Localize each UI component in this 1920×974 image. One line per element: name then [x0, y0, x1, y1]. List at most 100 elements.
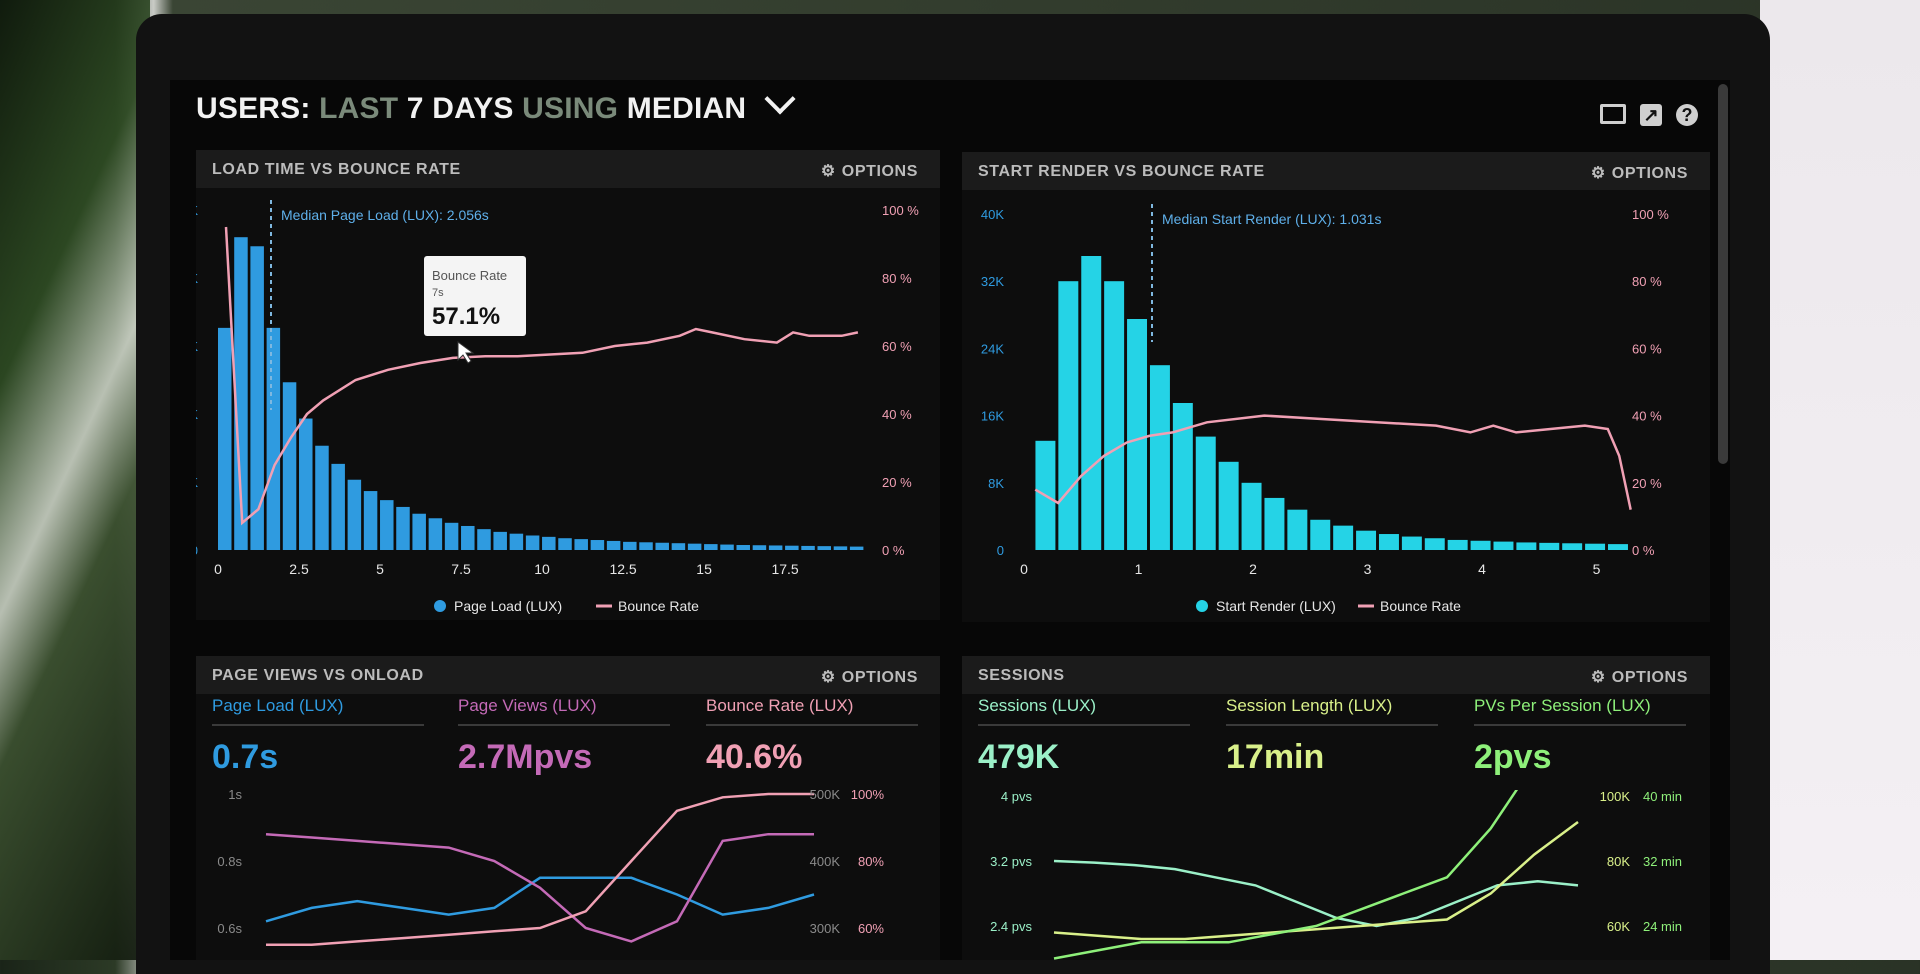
histogram-bar	[704, 544, 718, 550]
page-views-chart: 0.6s 0.8s 1s 300K 400K 500K 60% 80% 100%	[217, 790, 884, 947]
title-last: LAST	[319, 92, 399, 125]
gear-icon: ⚙	[820, 669, 836, 686]
options-button[interactable]: ⚙ OPTIONS	[821, 667, 918, 687]
scrollbar[interactable]	[1718, 84, 1728, 464]
metric-value: 0.7s	[212, 738, 279, 776]
histogram-bar	[1241, 482, 1262, 550]
histogram-bar	[655, 542, 669, 550]
axis-tick-label: 32 min	[1643, 854, 1682, 869]
load-time-panel: LOAD TIME VS BOUNCE RATE ⚙ OPTIONS 0 15K 30…	[196, 150, 940, 620]
histogram-bar	[1378, 534, 1399, 550]
y-tick-label: 60K	[196, 271, 198, 286]
monitor-icon[interactable]	[1600, 104, 1626, 124]
panel-header: PAGE VIEWS VS ONLOAD ⚙ OPTIONS	[196, 656, 940, 694]
x-tick-label: 2	[1249, 561, 1257, 577]
series-line	[1053, 859, 1579, 928]
histogram-bar	[396, 506, 410, 550]
series-line	[265, 876, 815, 923]
panel-header: LOAD TIME VS BOUNCE RATE ⚙ OPTIONS	[196, 150, 940, 188]
y2-tick-label: 40 %	[882, 407, 912, 422]
axis-tick-label: 1s	[228, 790, 242, 802]
y-tick-label: 45K	[196, 339, 198, 354]
median-annotation: Median Start Render (LUX): 1.031s	[1162, 211, 1381, 227]
histogram-bar	[1516, 542, 1537, 550]
histogram-bar	[1585, 543, 1606, 550]
histogram-bar	[1081, 256, 1102, 550]
histogram-bar	[1127, 319, 1148, 550]
histogram-bar	[1149, 365, 1170, 550]
panel-title: SESSIONS	[978, 667, 1065, 684]
options-button[interactable]: ⚙ OPTIONS	[821, 161, 918, 181]
page-title[interactable]: USERS: LAST 7 DAYS USING MEDIAN	[196, 83, 796, 126]
y2-tick-label: 80 %	[882, 271, 912, 286]
options-button[interactable]: ⚙ OPTIONS	[1591, 667, 1688, 687]
histogram-bar	[1447, 539, 1468, 550]
histogram-bar	[1539, 542, 1560, 550]
start-render-panel: START RENDER VS BOUNCE RATE ⚙ OPTIONS 0 8K…	[962, 152, 1710, 622]
histogram-bar	[752, 545, 767, 550]
metric-page-views: Page Views (LUX) 2.7Mpvs	[458, 696, 670, 777]
metric-pvs-per-session: PVs Per Session (LUX) 2pvs	[1474, 696, 1686, 777]
metric-label: Session Length (LUX)	[1226, 696, 1438, 726]
bounce-rate-line	[224, 226, 859, 526]
y-tick-label: 0	[997, 543, 1004, 558]
axis-tick-label: 80K	[1607, 854, 1630, 869]
title-days: 7 DAYS	[406, 92, 514, 125]
metric-value: 2pvs	[1474, 738, 1552, 776]
y2-tick-label: 20 %	[1632, 476, 1662, 491]
y2-tick-label: 20 %	[882, 475, 912, 490]
metric-label: Page Views (LUX)	[458, 696, 670, 726]
histogram-bar	[623, 541, 637, 550]
histogram-bar	[363, 491, 378, 550]
x-tick-label: 12.5	[609, 561, 636, 577]
series-line	[1053, 820, 1579, 941]
page-views-panel: PAGE VIEWS VS ONLOAD ⚙ OPTIONS Page Load …	[196, 656, 940, 960]
legend-label: Page Load (LUX)	[454, 598, 562, 614]
axis-tick-label: 60%	[858, 921, 884, 936]
x-tick-label: 3	[1364, 561, 1372, 577]
histogram-bar	[833, 546, 848, 550]
x-tick-label: 5	[1593, 561, 1601, 577]
histogram-bar	[639, 542, 653, 550]
bounce-rate-line	[1034, 414, 1632, 510]
help-icon[interactable]: ?	[1676, 104, 1698, 126]
legend-label: Bounce Rate	[618, 598, 699, 614]
histogram-bar	[1264, 497, 1285, 550]
histogram-bar	[234, 237, 248, 550]
histogram-bar	[461, 525, 475, 550]
y2-tick-label: 0 %	[882, 543, 905, 558]
gear-icon: ⚙	[1590, 165, 1606, 182]
histogram-bar	[1218, 461, 1239, 550]
histogram-bar	[1401, 536, 1422, 550]
title-median: MEDIAN	[626, 92, 747, 125]
histogram-bar	[1195, 436, 1216, 550]
external-link-icon[interactable]: ↗	[1640, 104, 1662, 126]
x-tick-label: 2.5	[289, 561, 309, 577]
histogram-bar	[444, 522, 459, 550]
histogram-bar	[477, 529, 491, 550]
histogram-bar	[299, 418, 313, 550]
y2-tick-label: 100 %	[1632, 207, 1669, 222]
metric-label: PVs Per Session (LUX)	[1474, 696, 1686, 726]
histogram-bar	[720, 544, 734, 550]
histogram-bar	[1608, 544, 1628, 550]
histogram-bar	[687, 543, 702, 550]
axis-tick-label: 4 pvs	[1001, 790, 1033, 804]
histogram-bar	[266, 327, 281, 550]
options-button[interactable]: ⚙ OPTIONS	[1591, 163, 1688, 183]
metric-label: Page Load (LUX)	[212, 696, 424, 726]
histogram-bar	[347, 479, 362, 550]
series-line	[1053, 790, 1519, 960]
x-tick-label: 0	[214, 561, 222, 577]
y2-tick-label: 0 %	[1632, 543, 1655, 558]
histogram-bar	[250, 246, 264, 550]
sessions-panel: SESSIONS ⚙ OPTIONS Sessions (LUX) 479K Se…	[962, 656, 1710, 960]
gear-icon: ⚙	[1590, 669, 1606, 686]
options-label: OPTIONS	[841, 669, 918, 686]
y-tick-label: 32K	[981, 274, 1004, 289]
x-tick-label: 4	[1478, 561, 1486, 577]
histogram-bar	[574, 539, 588, 550]
series-line	[265, 832, 814, 943]
cursor-icon	[457, 341, 475, 364]
axis-tick-label: 100K	[1600, 790, 1631, 804]
